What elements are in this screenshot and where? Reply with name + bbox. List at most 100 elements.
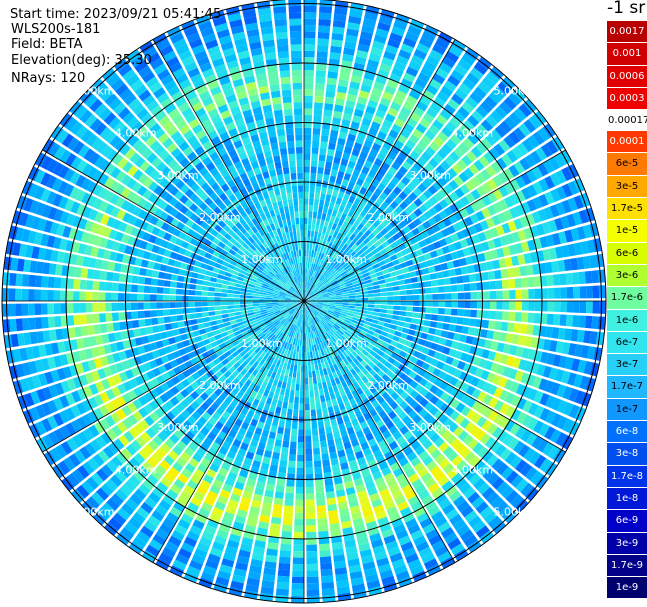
radar-gate — [471, 412, 482, 424]
radar-gate — [331, 281, 339, 287]
radar-gate — [593, 347, 602, 361]
radar-gate — [520, 482, 534, 497]
radar-gate — [414, 483, 427, 495]
radar-gate — [579, 286, 587, 299]
radar-gate — [143, 302, 151, 310]
radar-gate — [324, 103, 334, 111]
radar-gate — [312, 370, 317, 378]
radar-gate — [304, 166, 310, 173]
radar-gate — [323, 303, 330, 305]
radar-gate — [312, 377, 318, 384]
radar-gate — [545, 410, 557, 424]
radar-gate — [471, 388, 482, 399]
radar-gate — [417, 72, 431, 84]
radar-gate — [503, 209, 513, 221]
radar-gate — [480, 119, 494, 132]
radar-gate — [214, 292, 221, 297]
radar-gate — [499, 402, 510, 415]
radar-gate — [374, 476, 385, 487]
radar-gate — [394, 196, 403, 205]
radar-gate — [532, 131, 545, 145]
radar-gate — [305, 288, 309, 295]
radar-gate — [578, 209, 589, 224]
radar-gate — [463, 344, 472, 353]
radar-gate — [319, 549, 331, 558]
radar-gate — [41, 275, 49, 288]
radar-gate — [311, 364, 316, 372]
radar-gate — [337, 191, 345, 199]
radar-gate — [304, 44, 316, 51]
radar-gate — [591, 316, 599, 330]
radar-gate — [389, 271, 397, 277]
radar-gate — [312, 257, 316, 264]
radar-gate — [403, 430, 414, 441]
radar-gate — [132, 266, 141, 275]
radar-gate — [316, 63, 327, 72]
radar-gate — [404, 395, 414, 405]
radar-gate — [169, 281, 178, 288]
radar-gate — [551, 397, 562, 411]
radar-gate — [330, 328, 336, 335]
radar-gate — [348, 241, 355, 249]
radar-gate — [360, 310, 368, 314]
radar-gate — [326, 338, 332, 346]
radar-gate — [367, 459, 378, 469]
radar-gate — [338, 316, 346, 322]
radar-gate — [481, 487, 495, 500]
radar-gate — [308, 377, 313, 385]
radar-gate — [452, 519, 467, 532]
radar-gate — [345, 267, 353, 273]
radar-gate — [433, 470, 446, 482]
radar-gate — [405, 95, 418, 106]
radar-gate — [330, 335, 337, 343]
radar-gate — [319, 556, 332, 564]
radar-gate — [476, 416, 487, 428]
radar-gate — [378, 334, 387, 342]
radar-gate — [304, 403, 310, 411]
radar-gate — [189, 313, 197, 320]
radar-gate — [312, 324, 316, 332]
radar-gate — [338, 258, 345, 265]
radar-gate — [47, 289, 54, 301]
radar-gate — [389, 32, 403, 43]
radar-gate — [87, 325, 95, 336]
radar-gate — [336, 232, 342, 240]
radar-gate — [304, 326, 306, 334]
radar-gate — [460, 505, 474, 518]
radar-gate — [427, 266, 436, 274]
radar-gate — [220, 293, 228, 297]
radar-gate — [435, 67, 449, 79]
radar-gate — [488, 91, 502, 105]
radar-gate — [553, 314, 561, 326]
radar-gate — [319, 259, 325, 267]
radar-gate — [317, 38, 330, 46]
radar-gate — [412, 294, 420, 300]
radar-gate — [333, 272, 341, 279]
radar-gate — [296, 480, 304, 488]
radar-gate — [446, 261, 455, 269]
radar-gate — [533, 454, 547, 469]
radar-gate — [239, 294, 247, 298]
radar-gate — [337, 278, 344, 284]
radar-gate — [364, 189, 373, 199]
radar-gate — [175, 308, 183, 315]
radar-gate — [447, 366, 457, 376]
radar-gate — [34, 289, 42, 301]
radar-gate — [398, 49, 412, 60]
radar-gate — [435, 164, 446, 176]
radar-gate — [297, 358, 301, 366]
radar-gate — [482, 281, 490, 290]
radar-gate — [324, 420, 331, 428]
radar-gate — [343, 47, 356, 56]
radar-gate — [554, 153, 566, 168]
radar-gate — [551, 413, 562, 427]
radar-gate — [365, 380, 373, 389]
radar-gate — [492, 259, 501, 270]
radar-gate — [464, 421, 476, 433]
radar-gate — [226, 297, 234, 301]
radar-gate — [361, 301, 369, 304]
radar-gate — [361, 367, 369, 376]
radar-gate — [325, 161, 333, 169]
radar-gate — [9, 318, 17, 332]
radar-gate — [460, 382, 470, 393]
